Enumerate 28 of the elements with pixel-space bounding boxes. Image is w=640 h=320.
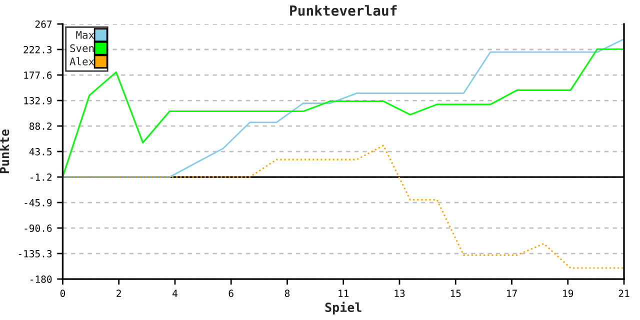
x-tick-label: 8 [284, 290, 290, 298]
chart-title: Punkteverlauf [290, 5, 397, 16]
y-tick-label: 222.3 [24, 46, 52, 54]
x-tick-label: 13 [394, 290, 405, 298]
x-tick-label: 21 [618, 290, 630, 297]
y-tick-label: -135.3 [18, 250, 52, 258]
legend-label: Sven [70, 44, 94, 52]
x-tick-label: 6 [228, 290, 234, 298]
x-tick-label: 11 [338, 290, 349, 297]
y-tick-label: -90.6 [24, 224, 52, 232]
x-tick-label: 17 [507, 290, 517, 297]
x-tick-label: 19 [563, 290, 574, 298]
y-tick-label: 177.6 [24, 72, 52, 79]
y-tick-label: -45.9 [24, 199, 52, 206]
y-tick-label: 132.9 [24, 97, 52, 104]
legend-label: Max [76, 31, 94, 39]
x-tick-label: 15 [450, 290, 461, 298]
y-tick-label: 267 [35, 20, 52, 28]
x-tick-label: 0 [60, 290, 66, 298]
y-tick-label: 43.5 [29, 148, 52, 156]
legend-label: Alex [70, 57, 94, 66]
x-tick-label: 2 [116, 290, 121, 297]
x-axis-title: Spiel [325, 302, 362, 314]
y-axis-title: Punkte [0, 129, 10, 174]
y-tick-label: -1.2 [30, 174, 52, 181]
x-tick-label: 4 [172, 290, 178, 297]
y-tick-label: 88.2 [30, 122, 52, 130]
y-tick-label: -180 [30, 276, 52, 283]
